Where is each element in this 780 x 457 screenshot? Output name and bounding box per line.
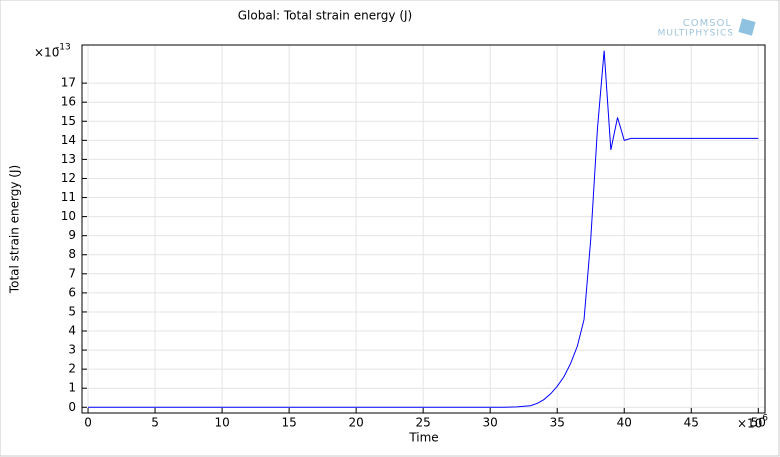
y-multiplier: ×10 [34,46,59,60]
y-tick-label: 9 [68,228,76,242]
x-axis-label: Time [408,431,438,445]
x-multiplier: ×10 [737,417,762,431]
logo-text: MULTIPHYSICS [658,29,734,39]
plot-frame [81,44,766,414]
y-axis-label: Total strain energy (J) [8,165,22,294]
y-tick-label: 7 [68,266,76,280]
x-tick-label: 35 [550,416,565,430]
x-tick-label: 10 [214,416,229,430]
y-tick-label: 2 [68,362,76,376]
y-tick-label: 4 [68,324,76,338]
x-tick-label: 40 [617,416,632,430]
x-tick-label: 20 [348,416,363,430]
y-tick-label: 8 [68,247,76,261]
y-tick-label: 10 [61,209,76,223]
x-exponent: -6 [759,414,768,424]
x-tick-label: 45 [684,416,699,430]
y-tick-label: 6 [68,285,76,299]
y-tick-label: 13 [61,152,76,166]
y-tick-label: 11 [61,190,76,204]
y-tick-label: 3 [68,343,76,357]
logo-text: COMSOL [683,18,732,29]
y-tick-label: 17 [61,76,76,90]
y-tick-label: 0 [68,400,76,414]
x-tick-label: 50 [751,416,766,430]
y-tick-label: 16 [61,95,76,109]
logo-icon [738,18,756,36]
y-tick-label: 1 [68,381,76,395]
y-tick-label: 5 [68,304,76,318]
y-tick-label: 14 [61,133,76,147]
x-tick-label: 30 [483,416,498,430]
x-tick-label: 0 [84,416,92,430]
y-tick-label: 15 [61,114,76,128]
data-line [88,50,759,408]
x-tick-label: 15 [281,416,296,430]
x-tick-label: 5 [151,416,159,430]
chart-title: Global: Total strain energy (J) [238,9,413,23]
y-tick-label: 12 [61,171,76,185]
y-exponent: -13 [56,43,71,53]
x-tick-label: 25 [416,416,431,430]
